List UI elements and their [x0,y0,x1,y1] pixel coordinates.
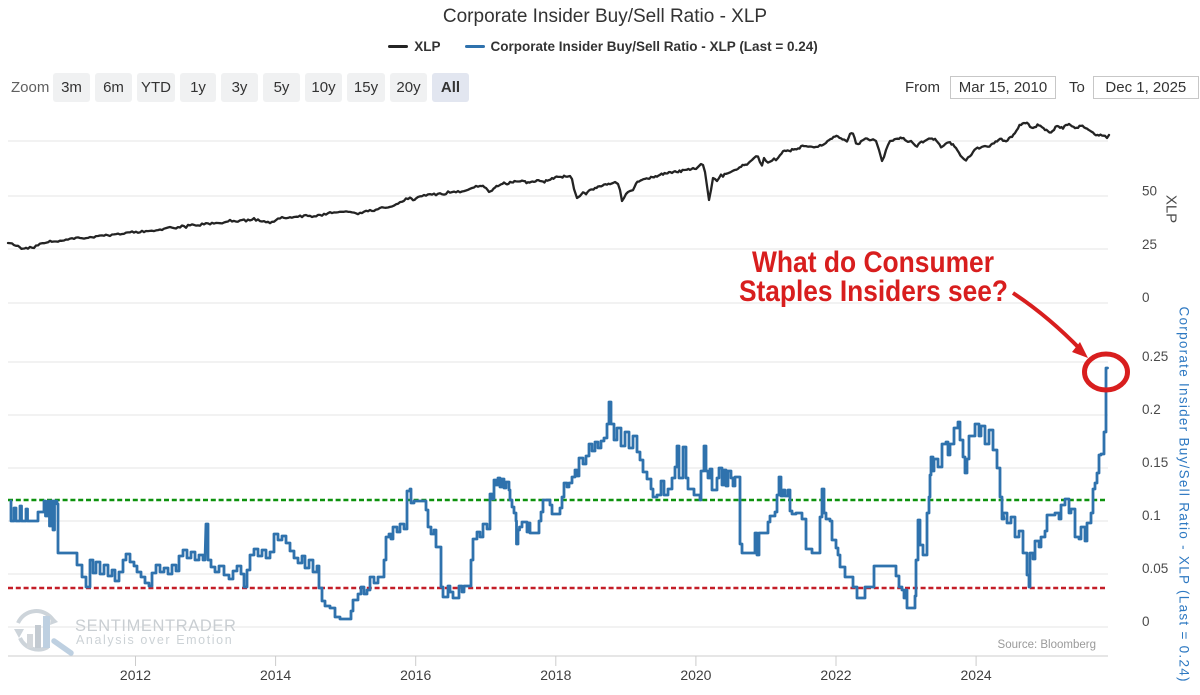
svg-text:0.25: 0.25 [1142,349,1168,364]
svg-text:SENTIMENTRADER: SENTIMENTRADER [75,617,237,635]
svg-text:2022: 2022 [820,667,851,683]
svg-text:What do Consumer: What do Consumer [752,246,994,279]
svg-text:25: 25 [1142,237,1157,252]
svg-text:XLP: XLP [1163,195,1180,223]
svg-text:2020: 2020 [680,667,711,683]
svg-text:2012: 2012 [120,667,151,683]
svg-text:0: 0 [1142,614,1150,629]
svg-text:Corporate Insider Buy/Sell Rat: Corporate Insider Buy/Sell Ratio - XLP (… [1177,307,1192,682]
svg-text:Source: Bloomberg: Source: Bloomberg [998,639,1096,651]
svg-text:2016: 2016 [400,667,431,683]
svg-text:50: 50 [1142,184,1157,199]
svg-text:Staples Insiders see?: Staples Insiders see? [739,275,1008,308]
svg-text:2014: 2014 [260,667,291,683]
svg-text:0.2: 0.2 [1142,402,1161,417]
svg-text:2018: 2018 [540,667,571,683]
svg-text:0: 0 [1142,290,1150,305]
svg-text:0.05: 0.05 [1142,561,1168,576]
svg-text:0.1: 0.1 [1142,508,1161,523]
svg-text:2024: 2024 [961,667,992,683]
svg-text:Analysis over Emotion: Analysis over Emotion [76,633,233,647]
svg-text:0.15: 0.15 [1142,455,1168,470]
